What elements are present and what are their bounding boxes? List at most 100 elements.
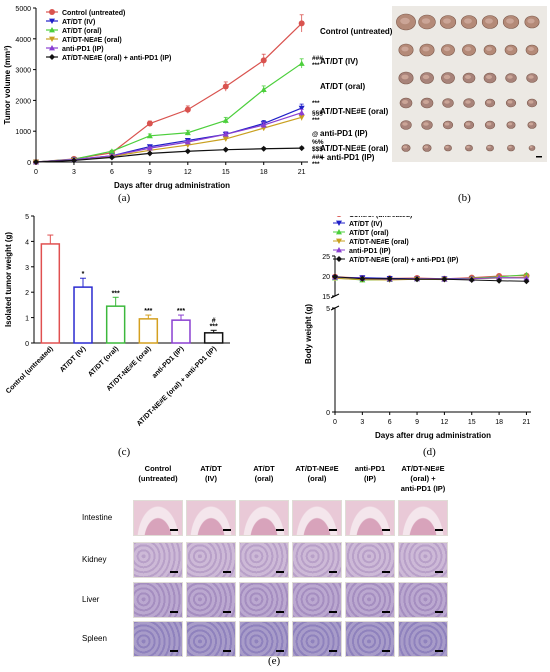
series-line [334, 276, 527, 282]
histology-panel: Control (untreated) AT/DT (IV) AT/DT (oral) AT… [0, 460, 550, 672]
significance-marker: *** [312, 62, 320, 69]
data-point [146, 150, 153, 157]
data-point [468, 277, 475, 283]
significance-hash: # [212, 317, 216, 324]
x-tick-label: 0 [333, 419, 337, 426]
data-point [184, 148, 191, 155]
histology-image [239, 500, 289, 536]
tumor-highlight [464, 18, 472, 24]
y-tick-label: 5000 [15, 6, 31, 13]
y-tick-label: 3 [25, 265, 29, 272]
legend-label: AT/DT (IV) [349, 221, 382, 228]
tumor-specimen [444, 144, 452, 152]
histology-image [186, 582, 236, 618]
tumor-highlight [465, 100, 471, 104]
significance-marker: $$$ [312, 146, 323, 153]
y-axis-title: Tumor volume (mm³) [3, 45, 12, 124]
data-point [359, 275, 366, 282]
tumor-highlight [423, 122, 429, 126]
column-header-line: AT/DT [253, 464, 275, 473]
photo-row-label: AT/DT-NE#E (oral) [320, 107, 389, 116]
legend-label: AT/DT-NE#E (oral) + anti-PD1 (IP) [349, 257, 458, 264]
tumor-highlight [508, 145, 512, 149]
histology-image [133, 500, 183, 536]
y-tick-label: 1000 [15, 129, 31, 136]
scale-bar [170, 650, 178, 652]
column-header-line: AT/DT-NE#E [295, 464, 339, 473]
series-line [35, 147, 302, 163]
significance-marker: *** [312, 100, 320, 107]
histology-image [133, 621, 183, 657]
histology-image [345, 500, 395, 536]
x-tick-label: 18 [495, 419, 503, 426]
panel-b-label-column: Control (untreated) AT/DT (IV) AT/DT (oral… [320, 27, 393, 162]
series-5 [33, 145, 305, 165]
histology-row-label: Kidney [82, 555, 107, 564]
photo-row-label: anti-PD1 (IP) [320, 129, 368, 138]
legend-marker [336, 256, 342, 262]
legend-marker [49, 36, 55, 42]
tumor-highlight [506, 18, 514, 24]
scale-bar [435, 611, 443, 613]
column-header-line: anti-PD1 [354, 464, 386, 473]
category-label: anti-PD1 (IP) [151, 345, 185, 379]
significance-marker: §§§ [312, 110, 323, 117]
data-point [146, 145, 153, 151]
histology-image [345, 621, 395, 657]
histology-row-label: Intestine [82, 513, 113, 522]
column-header-line: anti-PD1 (IP) [400, 484, 446, 493]
tumor-highlight [401, 74, 409, 80]
scale-bar [435, 571, 443, 573]
series-line [35, 22, 303, 163]
data-point [260, 122, 267, 128]
data-point [523, 275, 530, 281]
legend-marker [49, 45, 55, 51]
tumor-highlight [528, 122, 534, 126]
legend-label: Control (untreated) [62, 10, 125, 17]
data-point [222, 83, 229, 90]
panel-label-b: (b) [458, 192, 471, 204]
panel-label-a: (a) [118, 192, 131, 204]
histology-image [292, 582, 342, 618]
histology-image [345, 542, 395, 578]
significance-stars: * [82, 271, 85, 278]
photo-row-label: AT/DT (IV) [320, 57, 358, 66]
x-tick-label: 9 [148, 169, 152, 176]
tumor-highlight [527, 18, 535, 24]
data-point [496, 274, 503, 280]
legend-marker [49, 54, 55, 60]
x-tick-label: 21 [298, 169, 306, 176]
bar [138, 318, 159, 344]
x-tick-label: 21 [523, 419, 531, 426]
column-header-line: (IV) [204, 474, 218, 483]
x-tick-label: 12 [184, 169, 192, 176]
tumor-highlight [402, 145, 408, 149]
legend-marker [336, 216, 342, 217]
data-point [260, 57, 267, 64]
tumor-highlight [507, 122, 513, 126]
histology-image [345, 582, 395, 618]
photo-row-label: AT/DT-NE#E (oral) [320, 144, 389, 153]
tumor-specimen [528, 145, 536, 151]
significance-stars: *** [112, 290, 120, 297]
tumor-highlight [443, 46, 451, 52]
y-tick-label: 0 [27, 160, 31, 167]
legend-marker [336, 247, 342, 253]
data-point [496, 277, 503, 284]
histology-image [292, 621, 342, 657]
scale-bar [382, 571, 390, 573]
tumor-specimen [465, 144, 473, 152]
tumor-highlight [400, 17, 410, 25]
panel-label-c: (c) [118, 446, 131, 458]
data-point [184, 106, 191, 113]
data-point [146, 120, 153, 127]
significance-stars: *** [177, 308, 185, 315]
tumor-highlight [402, 122, 408, 126]
body-weight-chart: 0 5 15 20 25 0 3 6 9 12 15 18 21 Body weight (g) Days … [304, 216, 531, 440]
y-tick-label: 4000 [15, 37, 31, 44]
data-point [386, 275, 393, 282]
scale-bar [276, 611, 284, 613]
tumor-highlight [528, 47, 534, 51]
histology-image [186, 621, 236, 657]
x-tick-label: 15 [222, 169, 230, 176]
